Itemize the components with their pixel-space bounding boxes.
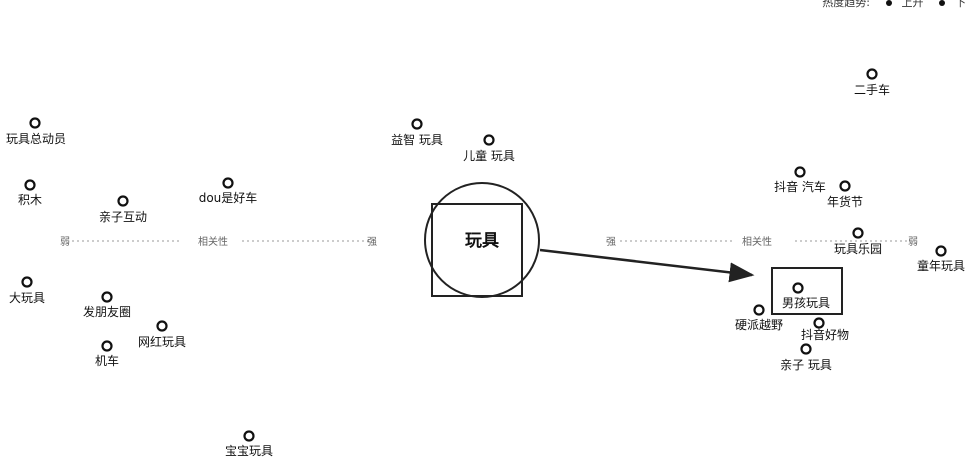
axis-left-near-label: 强 xyxy=(367,236,377,248)
node-label: 抖音 汽车 xyxy=(774,179,826,194)
node-label: 机车 xyxy=(95,353,119,368)
node-marker xyxy=(101,340,113,352)
keyword-node-friends-circle[interactable]: 发朋友圈 xyxy=(83,291,131,320)
node-marker xyxy=(794,166,806,178)
keyword-node-building-blocks[interactable]: 积木 xyxy=(18,179,42,208)
legend-title: 热度趋势: xyxy=(822,0,870,9)
node-marker xyxy=(21,276,33,288)
keyword-node-parent-child-toys[interactable]: 亲子 玩具 xyxy=(780,343,832,373)
node-marker xyxy=(839,180,851,192)
node-label: 玩具乐园 xyxy=(834,242,882,256)
node-marker xyxy=(101,291,113,303)
node-label: 积木 xyxy=(18,193,42,207)
node-label: 玩具总动员 xyxy=(6,132,66,146)
keyword-node-used-car[interactable]: 二手车 xyxy=(854,68,890,98)
node-marker xyxy=(243,430,255,442)
node-marker xyxy=(792,282,804,294)
keyword-node-educational-toys[interactable]: 益智 玩具 xyxy=(391,118,443,148)
node-marker xyxy=(852,227,864,239)
node-label: dou是好车 xyxy=(199,190,258,205)
keyword-node-influencer-toys[interactable]: 网红玩具 xyxy=(138,320,186,350)
node-marker xyxy=(24,179,36,191)
node-label: 网红玩具 xyxy=(138,334,186,349)
node-marker xyxy=(117,195,129,207)
node-label: 大玩具 xyxy=(9,291,45,305)
center-keyword[interactable]: 玩具 xyxy=(424,182,540,298)
node-marker xyxy=(753,304,765,316)
highlight-arrow xyxy=(539,248,755,283)
node-marker xyxy=(29,117,41,129)
node-marker xyxy=(866,68,878,80)
center-keyword-label: 玩具 xyxy=(465,231,499,251)
node-label: 硬派越野 xyxy=(735,318,783,332)
keyword-node-toy-mobilization[interactable]: 玩具总动员 xyxy=(6,117,66,147)
axis-right-far-label: 弱 xyxy=(908,236,918,248)
keyword-node-big-toys[interactable]: 大玩具 xyxy=(9,276,45,306)
node-marker xyxy=(411,118,423,130)
keyword-node-douyin-car[interactable]: 抖音 汽车 xyxy=(774,166,826,195)
axis-right-near-label: 强 xyxy=(606,236,616,248)
legend-up-marker xyxy=(885,0,892,6)
highlight-box xyxy=(771,267,843,315)
node-label: 发朋友圈 xyxy=(83,304,131,319)
axis-left-mid-label: 相关性 xyxy=(198,235,228,248)
axis-right-mid-label: 相关性 xyxy=(742,235,772,248)
keyword-node-boy-toys[interactable]: 男孩玩具 xyxy=(782,282,830,311)
node-marker xyxy=(483,134,495,146)
node-label: 童年玩具 xyxy=(917,258,965,273)
node-marker xyxy=(800,343,812,355)
keyword-node-baby-toys[interactable]: 宝宝玩具 xyxy=(225,430,273,459)
node-marker xyxy=(222,177,234,189)
node-label: 宝宝玩具 xyxy=(225,444,273,458)
keyword-node-new-year-festival[interactable]: 年货节 xyxy=(827,180,863,210)
keyword-node-hardcore-offroad[interactable]: 硬派越野 xyxy=(735,304,783,333)
node-marker xyxy=(935,245,947,257)
node-label: 抖音好物 xyxy=(801,327,849,342)
node-label: 年货节 xyxy=(827,194,863,209)
keyword-node-dou-good-car[interactable]: dou是好车 xyxy=(199,177,258,206)
keyword-node-parent-child-interaction[interactable]: 亲子互动 xyxy=(99,195,147,225)
keyword-node-motorcycle[interactable]: 机车 xyxy=(95,340,119,369)
keyword-node-toy-park[interactable]: 玩具乐园 xyxy=(834,227,882,257)
trend-legend: 热度趋势: 上升 下 xyxy=(816,0,966,10)
node-label: 益智 玩具 xyxy=(391,132,443,147)
node-label: 亲子互动 xyxy=(99,210,147,224)
node-label: 亲子 玩具 xyxy=(780,358,832,372)
axis-left-far-label: 弱 xyxy=(60,236,70,248)
keyword-node-childhood-toys[interactable]: 童年玩具 xyxy=(917,245,965,274)
node-marker xyxy=(156,320,168,332)
node-label: 男孩玩具 xyxy=(782,296,830,310)
legend-down-label: 下 xyxy=(955,0,966,9)
node-marker xyxy=(813,317,825,329)
keyword-node-douyin-good-stuff[interactable]: 抖音好物 xyxy=(801,317,849,343)
keyword-node-kids-toys[interactable]: 儿童 玩具 xyxy=(463,134,515,164)
legend-up-label: 上升 xyxy=(901,0,924,9)
legend-down-marker xyxy=(939,0,945,6)
node-label: 二手车 xyxy=(854,82,890,97)
node-label: 儿童 玩具 xyxy=(463,148,515,163)
